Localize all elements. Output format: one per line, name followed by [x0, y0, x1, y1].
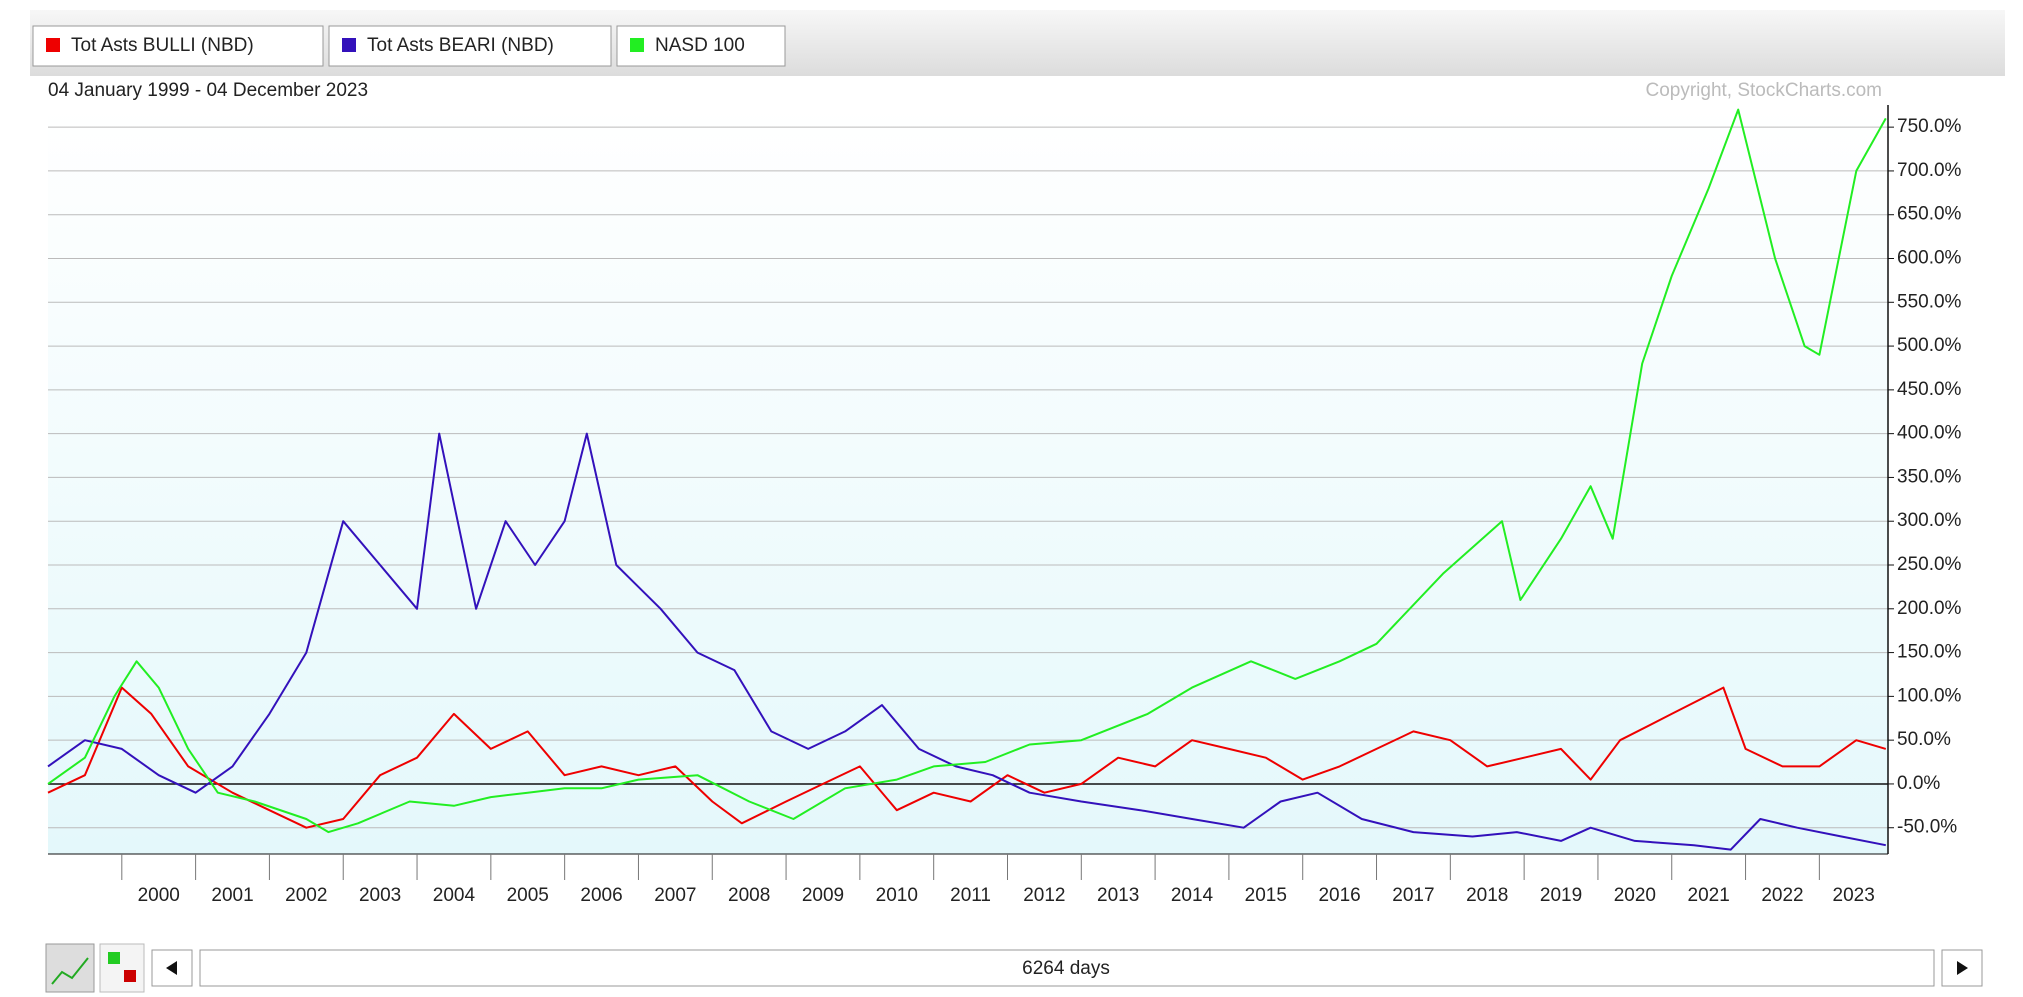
y-tick-label: 0.0% — [1897, 773, 1940, 794]
legend-swatch — [630, 38, 644, 52]
y-tick-label: 600.0% — [1897, 248, 1962, 269]
y-tick-label: 500.0% — [1897, 335, 1962, 356]
x-tick-label: 2001 — [211, 885, 253, 906]
x-tick-label: 2020 — [1614, 885, 1656, 906]
x-tick-label: 2011 — [950, 885, 991, 906]
legend-bar — [30, 10, 2005, 76]
x-tick-label: 2003 — [359, 885, 401, 906]
y-tick-label: 200.0% — [1897, 598, 1962, 619]
x-tick-label: 2002 — [285, 885, 327, 906]
left-arrow — [166, 961, 177, 975]
x-tick-label: 2019 — [1540, 885, 1582, 906]
x-tick-label: 2000 — [138, 885, 180, 906]
range-label: 6264 days — [1022, 958, 1110, 979]
plot-area — [48, 107, 1888, 854]
x-tick-label: 2004 — [433, 885, 476, 906]
line-icon — [51, 957, 89, 985]
y-tick-label: 450.0% — [1897, 379, 1962, 400]
x-tick-label: 2012 — [1023, 885, 1065, 906]
legend-label: Tot Asts BEARI (NBD) — [367, 35, 554, 56]
x-tick-label: 2006 — [580, 885, 622, 906]
y-tick-label: 300.0% — [1897, 510, 1962, 531]
legend: Tot Asts BULLI (NBD) Tot Asts BEARI (NBD)… — [32, 25, 786, 67]
y-tick-label: 250.0% — [1897, 554, 1962, 575]
y-tick-label: 650.0% — [1897, 204, 1962, 225]
icon-up — [108, 952, 120, 964]
y-tick-label: 750.0% — [1897, 116, 1962, 137]
y-tick-label: 100.0% — [1897, 685, 1962, 706]
x-tick-label: 2021 — [1688, 885, 1730, 906]
date-range: 04 January 1999 - 04 December 2023 — [48, 80, 368, 101]
y-tick-label: -50.0% — [1897, 817, 1957, 838]
y-tick-label: 550.0% — [1897, 291, 1962, 312]
x-tick-label: 2014 — [1171, 885, 1214, 906]
y-tick-label: 350.0% — [1897, 466, 1962, 487]
legend-item[interactable] — [616, 25, 786, 67]
x-tick-label: 2023 — [1833, 885, 1875, 906]
legend-label: NASD 100 — [655, 35, 745, 56]
y-tick-label: 700.0% — [1897, 160, 1962, 181]
series-line — [47, 686, 1887, 829]
x-tick-label: 2018 — [1466, 885, 1508, 906]
x-tick-label: 2013 — [1097, 885, 1139, 906]
x-tick-label: 2007 — [654, 885, 696, 906]
line-chart-button[interactable] — [45, 943, 95, 993]
x-tick-label: 2017 — [1392, 885, 1434, 906]
series-line — [47, 108, 1887, 834]
x-tick-label: 2008 — [728, 885, 770, 906]
scroll-track[interactable] — [199, 949, 1935, 987]
x-tick-label: 2016 — [1318, 885, 1360, 906]
icon-down — [124, 970, 136, 982]
x-tick-label: 2010 — [876, 885, 918, 906]
copyright: Copyright, StockCharts.com — [1645, 80, 1882, 101]
legend-item[interactable] — [328, 25, 612, 67]
controls: 6264 days — [45, 943, 1983, 993]
y-tick-label: 150.0% — [1897, 642, 1962, 663]
legend-swatch — [342, 38, 356, 52]
legend-item[interactable] — [32, 25, 324, 67]
x-tick-label: 2022 — [1761, 885, 1803, 906]
y-tick-label: 50.0% — [1897, 729, 1951, 750]
x-tick-label: 2009 — [802, 885, 844, 906]
y-tick-label: 400.0% — [1897, 423, 1962, 444]
series-line — [47, 432, 1886, 851]
x-tick-label: 2015 — [1245, 885, 1287, 906]
legend-swatch — [46, 38, 60, 52]
ohlc-button[interactable] — [99, 943, 145, 993]
legend-label: Tot Asts BULLI (NBD) — [71, 35, 254, 56]
right-arrow — [1957, 961, 1968, 975]
x-tick-label: 2005 — [507, 885, 549, 906]
